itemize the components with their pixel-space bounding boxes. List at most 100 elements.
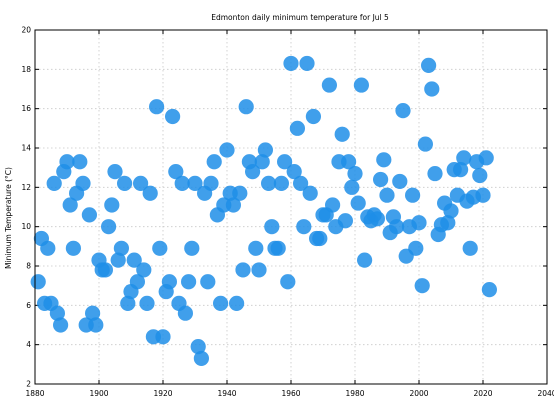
data-point <box>193 350 209 367</box>
x-tick-label: 2020 <box>473 389 492 398</box>
x-tick-label: 2040 <box>537 389 554 398</box>
data-point <box>353 77 369 93</box>
data-point <box>101 219 117 235</box>
data-point <box>225 197 241 213</box>
data-point <box>136 262 152 278</box>
data-point <box>305 108 321 125</box>
data-point <box>40 240 56 256</box>
data-point <box>261 175 277 191</box>
axis-ticks: 1880 1900 1920 1940 1960 1980 2000 2020 2040 2 4 6 8… <box>21 26 554 399</box>
data-point <box>251 262 267 278</box>
data-point <box>46 175 62 191</box>
data-point <box>206 154 222 170</box>
data-point <box>30 274 46 290</box>
data-point <box>264 219 280 235</box>
data-point <box>462 240 478 256</box>
data-point <box>81 207 97 223</box>
data-point <box>270 240 286 256</box>
data-point <box>456 150 472 166</box>
y-tick-label: 18 <box>21 65 31 74</box>
data-point <box>129 274 145 290</box>
data-point <box>254 154 270 170</box>
data-point <box>347 165 363 182</box>
data-point <box>133 175 149 191</box>
data-point <box>142 185 158 201</box>
data-point <box>296 219 312 235</box>
data-point <box>405 187 421 203</box>
data-point <box>200 274 216 290</box>
data-point <box>293 175 309 191</box>
data-point <box>325 197 341 213</box>
data-point <box>126 252 142 268</box>
data-point <box>113 240 129 256</box>
data-point <box>85 305 101 321</box>
data-point <box>168 164 184 180</box>
data-point <box>299 55 315 72</box>
data-point <box>472 167 488 184</box>
y-tick-label: 2 <box>26 380 31 389</box>
x-tick-label: 1920 <box>153 389 172 398</box>
data-point <box>238 99 254 115</box>
data-point <box>165 108 181 125</box>
plot-frame <box>34 29 548 385</box>
data-point <box>289 120 305 136</box>
data-point <box>174 175 190 191</box>
data-point <box>245 164 261 180</box>
data-point <box>344 179 360 195</box>
data-point <box>283 55 299 72</box>
data-point <box>232 185 248 201</box>
data-point <box>302 185 318 201</box>
y-tick-label: 20 <box>21 26 31 35</box>
data-point <box>357 252 373 268</box>
data-point <box>277 154 293 170</box>
data-point <box>248 240 264 256</box>
x-tick-label: 1900 <box>89 389 108 398</box>
data-point <box>286 164 302 180</box>
data-point <box>427 165 443 182</box>
data-point <box>161 274 177 290</box>
data-point <box>203 175 219 191</box>
y-tick-label: 14 <box>21 144 31 153</box>
data-point <box>72 154 88 170</box>
data-point <box>350 195 366 211</box>
data-point <box>280 274 296 290</box>
data-point <box>117 175 133 191</box>
data-point <box>49 305 65 321</box>
data-point <box>190 339 206 355</box>
data-point <box>139 295 155 311</box>
data-point <box>104 197 120 213</box>
data-point <box>120 295 136 311</box>
data-point <box>235 262 251 278</box>
y-tick-label: 6 <box>26 301 31 310</box>
data-point <box>443 203 459 219</box>
data-point <box>376 152 392 168</box>
data-point <box>97 262 113 278</box>
data-point <box>177 305 193 321</box>
data-point <box>181 274 197 290</box>
x-tick-label: 1960 <box>281 389 300 398</box>
y-tick-label: 16 <box>21 104 31 113</box>
chart-title: Edmonton daily minimum temperature for J… <box>211 13 389 22</box>
y-tick-label: 10 <box>21 222 31 231</box>
data-point <box>59 154 75 170</box>
data-point <box>155 329 171 345</box>
data-point <box>229 295 245 311</box>
data-point <box>379 187 395 203</box>
data-point <box>395 103 411 119</box>
y-tick-label: 12 <box>21 183 31 192</box>
data-point <box>75 175 91 191</box>
data-point <box>334 126 350 142</box>
data-point <box>110 252 126 268</box>
y-axis-label: Minimum Temperature (°C) <box>4 167 13 269</box>
x-tick-label: 2000 <box>409 389 428 398</box>
data-point <box>53 317 69 333</box>
data-point <box>273 175 289 191</box>
data-point <box>411 215 427 231</box>
data-point <box>62 197 78 213</box>
data-point <box>152 240 168 256</box>
data-point <box>88 317 104 333</box>
data-point <box>424 81 440 97</box>
data-point <box>478 150 494 166</box>
data-point <box>440 215 456 231</box>
